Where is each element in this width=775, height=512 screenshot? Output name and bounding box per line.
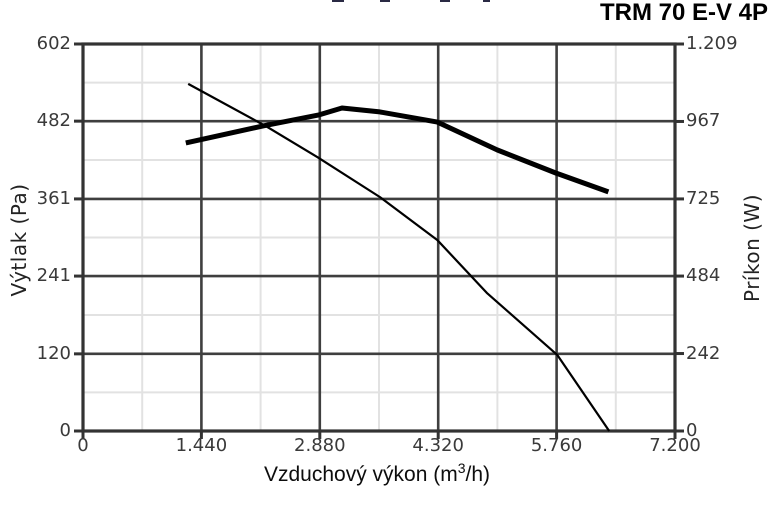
y-right-tick-label: 484 (686, 265, 721, 287)
y-right-tick-label: 1.209 (686, 33, 738, 54)
x-axis-title-text: Vzduchový výkon (m (263, 463, 458, 486)
x-axis-title: Vzduchový výkon (m3/h) (263, 460, 491, 487)
x-tick-label: 2.880 (294, 435, 346, 456)
x-tick-label: 0 (77, 435, 89, 456)
x-axis-title-suffix: /h) (465, 463, 491, 486)
x-tick-label: 5.760 (530, 435, 583, 456)
cropped-text-artifact (483, 0, 490, 2)
pressure-curve (187, 82, 611, 432)
y-left-tick-label: 602 (36, 33, 71, 54)
y-right-tick-label: 242 (686, 342, 721, 364)
y-right-tick-label: 0 (686, 420, 698, 441)
cropped-text-artifact (332, 0, 344, 2)
y-left-tick-label: 361 (36, 187, 71, 209)
major-gridlines (83, 44, 675, 431)
x-axis-title-superscript: 3 (457, 460, 466, 476)
cropped-text-artifact (440, 0, 450, 2)
x-tick-label: 1.440 (175, 435, 228, 456)
minor-gridlines (83, 44, 675, 431)
y-left-tick-label: 0 (59, 420, 71, 441)
power-curve (185, 105, 610, 195)
plot-border (81, 42, 677, 433)
y-left-tick-label: 241 (36, 265, 71, 287)
y-left-tick-label: 482 (36, 110, 71, 132)
cropped-text-artifact (380, 0, 390, 2)
x-tick-label: 4.320 (412, 435, 464, 456)
axis-ticks (74, 42, 684, 439)
chart-title: TRM 70 E-V 4P (599, 0, 768, 26)
y-left-tick-label: 120 (36, 342, 71, 364)
x-tick-label: 7.200 (649, 435, 701, 456)
y-right-tick-label: 967 (686, 110, 721, 132)
y-right-tick-label: 725 (686, 187, 721, 209)
